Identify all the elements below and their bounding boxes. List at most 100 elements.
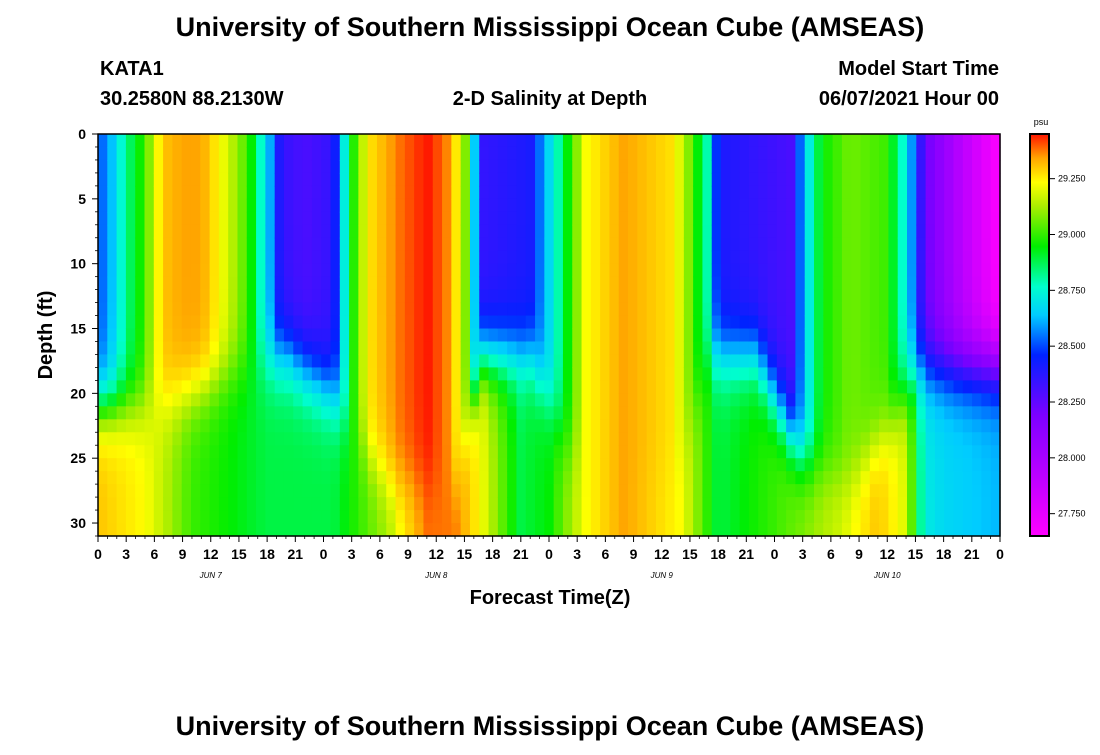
heatmap-cell <box>693 341 704 356</box>
heatmap-cell <box>972 276 982 291</box>
heatmap-cell <box>507 341 518 356</box>
heatmap-cell <box>944 367 955 381</box>
heatmap-cell <box>758 172 769 187</box>
heatmap-cell <box>544 406 555 420</box>
heatmap-cell <box>358 471 369 485</box>
heatmap-cell <box>395 380 406 394</box>
heatmap-cell <box>646 406 657 420</box>
heatmap-cell <box>721 146 731 161</box>
heatmap-cell <box>934 510 945 524</box>
heatmap-cell <box>367 185 378 200</box>
heatmap-cell <box>200 289 211 304</box>
heatmap-cell <box>525 484 536 498</box>
heatmap-cell <box>330 263 341 278</box>
heatmap-cell <box>116 354 127 369</box>
heatmap-cell <box>302 341 313 356</box>
heatmap-cell <box>386 146 397 161</box>
heatmap-cell <box>832 134 843 148</box>
heatmap-cell <box>376 510 387 524</box>
heatmap-cell <box>423 237 434 252</box>
heatmap-cell <box>758 432 769 446</box>
heatmap-cell <box>274 224 285 239</box>
heatmap-cell <box>628 393 638 407</box>
heatmap-cell <box>823 198 834 213</box>
heatmap-cell <box>163 159 173 174</box>
heatmap-cell <box>535 263 545 278</box>
heatmap-cell <box>386 367 397 381</box>
heatmap-cell <box>107 432 118 446</box>
heatmap-cell <box>860 419 871 433</box>
heatmap-cell <box>572 211 583 226</box>
heatmap-cell <box>144 523 155 537</box>
heatmap-cell <box>228 393 239 407</box>
heatmap-cell <box>590 134 601 148</box>
heatmap-cell <box>153 237 164 252</box>
heatmap-cell <box>116 497 127 511</box>
heatmap-cell <box>628 276 638 291</box>
heatmap-cell <box>200 432 211 446</box>
heatmap-cell <box>321 484 332 498</box>
heatmap-cell <box>674 276 685 291</box>
heatmap-cell <box>962 432 973 446</box>
heatmap-cell <box>786 134 797 148</box>
heatmap-cell <box>553 237 564 252</box>
heatmap-cell <box>116 263 127 278</box>
heatmap-cell <box>209 354 220 369</box>
heatmap-cell <box>358 250 369 265</box>
heatmap-cell <box>730 134 741 148</box>
heatmap-cell <box>860 134 871 148</box>
heatmap-cells <box>98 134 1001 537</box>
heatmap-cell <box>655 211 666 226</box>
heatmap-cell <box>637 510 648 524</box>
heatmap-cell <box>190 432 201 446</box>
heatmap-cell <box>851 211 862 226</box>
heatmap-cell <box>795 159 806 174</box>
heatmap-cell <box>116 289 127 304</box>
heatmap-cell <box>795 289 806 304</box>
heatmap-cell <box>181 185 192 200</box>
heatmap-cell <box>181 367 192 381</box>
heatmap-cell <box>442 159 452 174</box>
heatmap-cell <box>386 328 397 343</box>
colorbar-tick-label: 28.750 <box>1058 285 1086 295</box>
heatmap-cell <box>581 406 592 420</box>
heatmap-cell <box>869 289 880 304</box>
heatmap-cell <box>786 523 797 537</box>
heatmap-cell <box>860 211 871 226</box>
heatmap-cell <box>283 211 294 226</box>
heatmap-cell <box>200 341 211 356</box>
heatmap-cell <box>376 185 387 200</box>
heatmap-cell <box>311 276 322 291</box>
heatmap-cell <box>711 419 722 433</box>
heatmap-cell <box>311 406 322 420</box>
heatmap-cell <box>228 458 239 472</box>
heatmap-cell <box>758 159 769 174</box>
heatmap-cell <box>646 146 657 161</box>
heatmap-cell <box>776 523 787 537</box>
heatmap-cell <box>544 393 555 407</box>
heatmap-cell <box>600 172 611 187</box>
heatmap-cell <box>618 510 629 524</box>
heatmap-cell <box>795 380 806 394</box>
heatmap-cell <box>423 315 434 330</box>
heatmap-cell <box>283 510 294 524</box>
heatmap-cell <box>256 289 266 304</box>
heatmap-cell <box>786 146 797 161</box>
heatmap-cell <box>442 354 452 369</box>
heatmap-cell <box>953 445 964 459</box>
heatmap-cell <box>395 445 406 459</box>
heatmap-cell <box>525 263 536 278</box>
heatmap-cell <box>832 341 843 356</box>
heatmap-cell <box>702 315 713 330</box>
heatmap-cell <box>144 263 155 278</box>
heatmap-cell <box>190 419 201 433</box>
heatmap-cell <box>367 367 378 381</box>
heatmap-cell <box>869 497 880 511</box>
heatmap-cell <box>628 159 638 174</box>
heatmap-cell <box>674 198 685 213</box>
heatmap-cell <box>386 237 397 252</box>
heatmap-cell <box>544 276 555 291</box>
heatmap-cell <box>488 367 499 381</box>
heatmap-cell <box>535 497 545 511</box>
heatmap-cell <box>907 458 917 472</box>
